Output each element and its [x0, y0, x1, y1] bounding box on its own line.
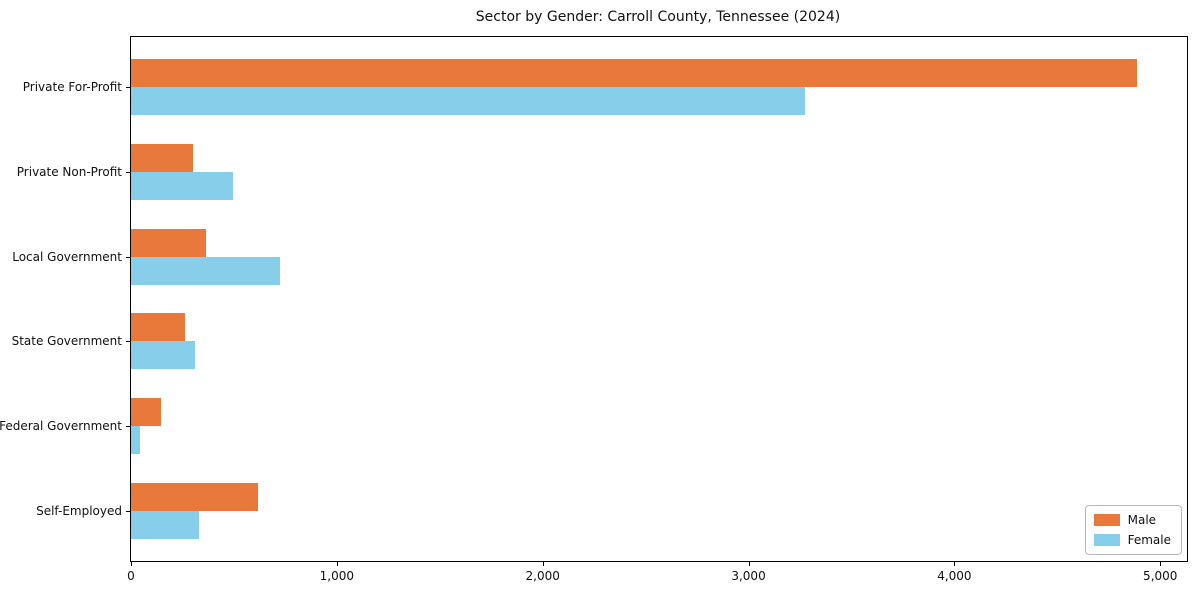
bar-male-2	[131, 228, 207, 257]
female-swatch-icon	[1093, 534, 1120, 546]
x-axis-tick-label: 4,000	[937, 569, 972, 583]
x-axis-tick-label: 2,000	[525, 569, 560, 583]
bar-male-4	[131, 398, 161, 427]
legend-label-male: Male	[1127, 513, 1157, 527]
bar-female-1	[131, 171, 233, 200]
bar-female-0	[131, 87, 806, 115]
y-axis-tick-label: Private Non-Profit	[16, 164, 122, 179]
y-axis-tick-label: Federal Government	[0, 419, 122, 434]
x-axis-tick	[542, 561, 544, 566]
male-swatch-icon	[1093, 514, 1120, 526]
legend-label-female: Female	[1127, 533, 1171, 547]
x-axis-tick	[748, 561, 750, 566]
x-axis-tick	[1160, 561, 1162, 566]
legend-item-female: Female	[1093, 533, 1171, 547]
y-axis-tick	[126, 87, 131, 88]
bar-male-1	[131, 143, 193, 172]
legend: Male Female	[1084, 505, 1182, 555]
y-axis-tick	[126, 171, 131, 173]
x-axis-tick-label: 5,000	[1143, 569, 1178, 583]
legend-item-male: Male	[1093, 513, 1171, 527]
bar-female-2	[131, 256, 281, 285]
y-axis-tick-label: Local Government	[12, 249, 122, 264]
bar-female-4	[131, 426, 141, 455]
plot-area: Male Female Private For-Profit Private No…	[0, 36, 1188, 583]
y-axis-tick	[126, 341, 131, 343]
y-axis-tick-label: Self-Employed	[36, 504, 122, 518]
bar-male-5	[131, 483, 258, 511]
x-axis-tick-label: 1,000	[319, 569, 355, 583]
x-axis-tick-label: 0	[127, 569, 135, 583]
x-axis-tick	[336, 561, 338, 566]
y-axis-tick-label: State Government	[11, 334, 122, 349]
bar-female-3	[131, 341, 195, 370]
bar-female-5	[131, 511, 199, 539]
x-axis-tick	[131, 561, 132, 566]
bar-male-3	[131, 313, 185, 342]
y-axis-tick	[126, 256, 131, 258]
y-axis-tick	[126, 511, 131, 512]
y-axis-tick	[126, 426, 131, 428]
x-axis-tick-label: 3,000	[731, 569, 766, 583]
x-axis-tick	[954, 561, 956, 566]
chart-title: Sector by Gender: Carroll County, Tennes…	[475, 9, 841, 25]
bar-male-0	[131, 59, 1137, 87]
y-axis-tick-label: Private For-Profit	[22, 80, 122, 94]
